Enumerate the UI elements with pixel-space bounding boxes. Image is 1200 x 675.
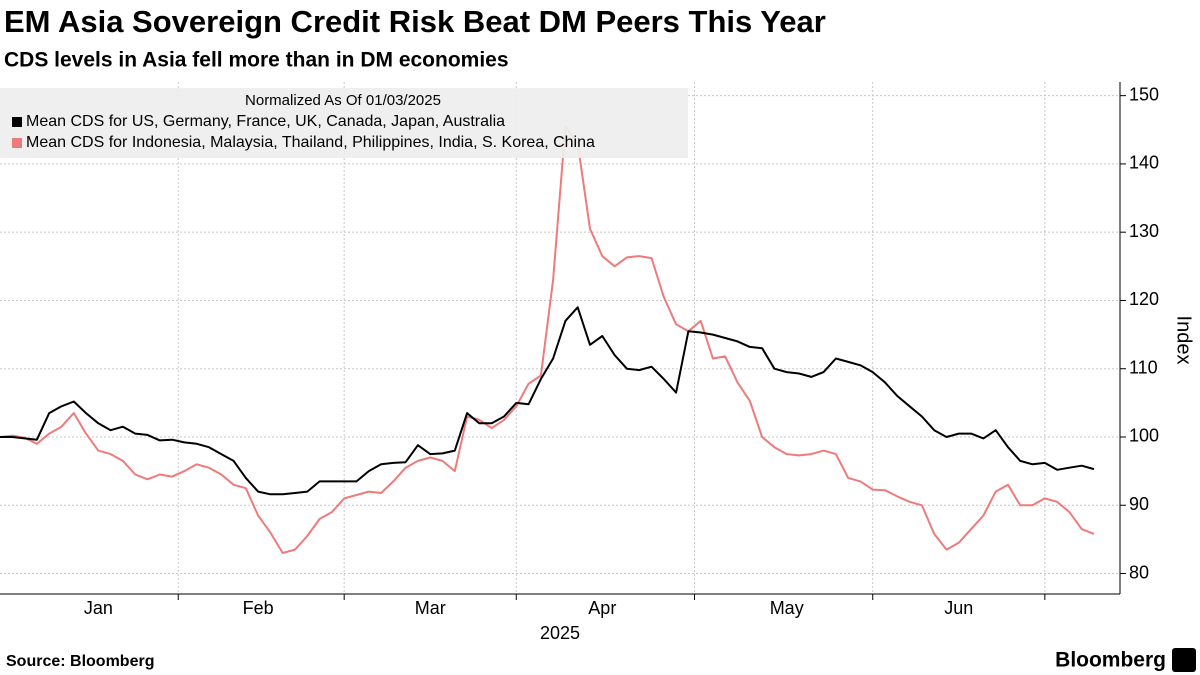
legend-swatch	[12, 138, 22, 148]
legend-label: Mean CDS for Indonesia, Malaysia, Thaila…	[26, 134, 595, 151]
x-tick-label: Jan	[84, 598, 113, 618]
y-tick-label: 130	[1129, 221, 1159, 241]
plot-area: 80 90 100 110 120 130 140 150 Jan Feb Mar Apr May Jun	[0, 82, 1159, 618]
x-tick-label: Feb	[243, 598, 274, 618]
legend-label: Mean CDS for US, Germany, France, UK, Ca…	[26, 113, 505, 130]
y-tick-label: 90	[1129, 494, 1149, 514]
legend-title: Normalized As Of 01/03/2025	[245, 92, 441, 109]
x-tick-label: May	[770, 598, 804, 618]
brand-icon	[1172, 648, 1196, 672]
x-tick-label: Apr	[588, 598, 616, 618]
y-tick-label: 150	[1129, 84, 1159, 104]
y-axis-label: Index	[1173, 316, 1195, 365]
y-tick-label: 110	[1129, 357, 1158, 377]
y-tick-label: 120	[1129, 289, 1159, 309]
y-tick-label: 80	[1129, 562, 1149, 582]
legend: Mean CDS for US, Germany, France, UK, Ca…	[12, 113, 595, 151]
legend-swatch	[12, 117, 22, 127]
series-line	[0, 125, 1095, 554]
legend-box	[0, 88, 688, 158]
y-tick-label: 100	[1129, 426, 1159, 446]
y-tick-label: 140	[1129, 153, 1159, 173]
x-axis-label: 2025	[540, 623, 580, 643]
x-tick-label: Jun	[944, 598, 973, 618]
source: Source: Bloomberg	[6, 653, 154, 670]
chart-title: EM Asia Sovereign Credit Risk Beat DM Pe…	[4, 4, 826, 39]
x-tick-label: Mar	[415, 598, 446, 618]
chart-subtitle: CDS levels in Asia fell more than in DM …	[4, 49, 509, 72]
series-line	[0, 306, 1095, 496]
brand: Bloomberg	[1055, 649, 1166, 672]
